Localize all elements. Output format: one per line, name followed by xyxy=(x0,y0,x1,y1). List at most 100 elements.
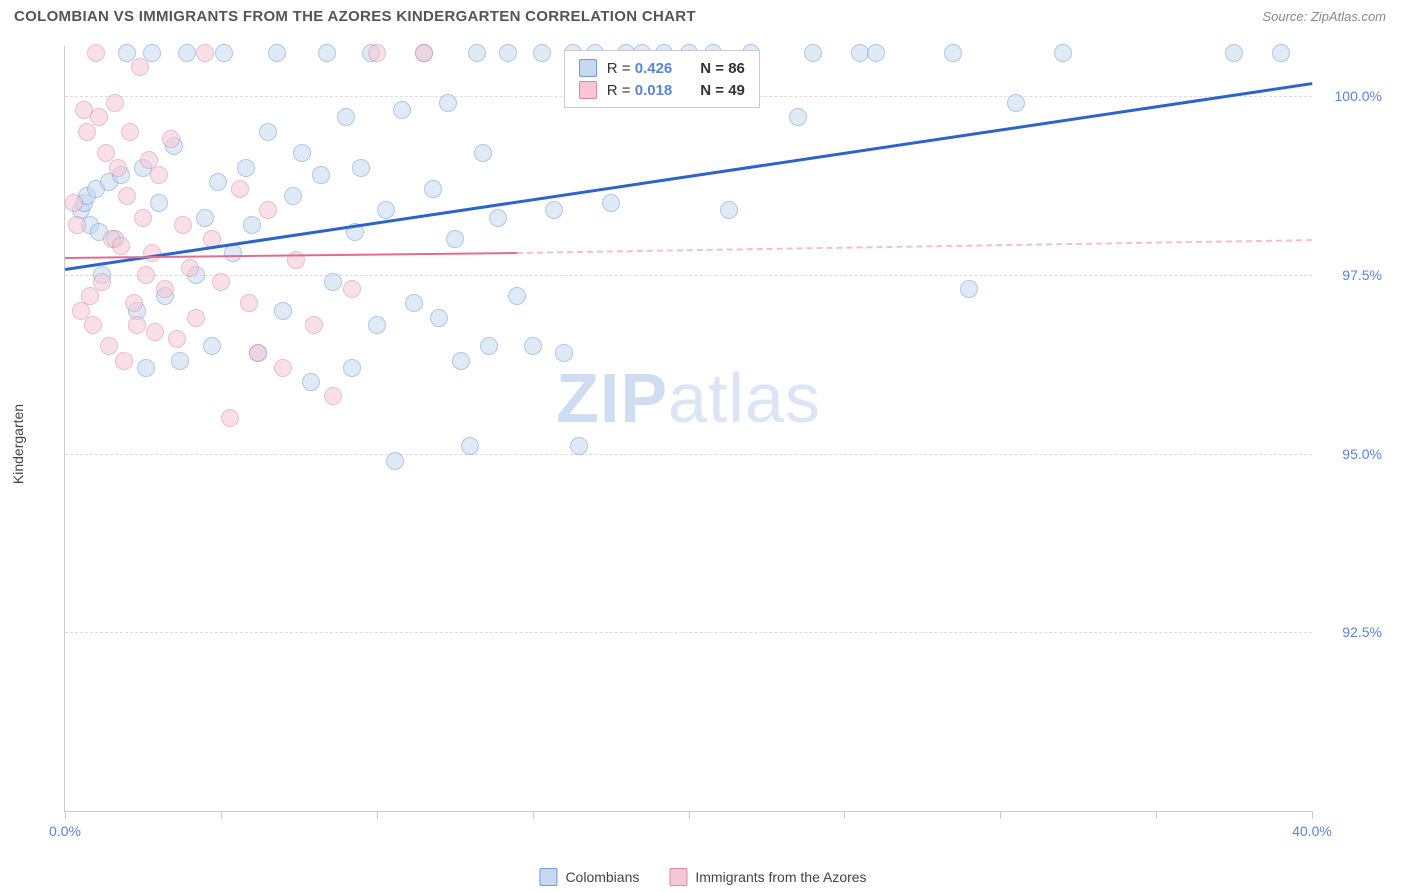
data-point xyxy=(68,216,86,234)
stat-n-label: N = 86 xyxy=(700,60,745,77)
data-point xyxy=(243,216,261,234)
ytick-label: 97.5% xyxy=(1322,267,1382,283)
data-point xyxy=(555,344,573,362)
stat-r-label: R = 0.018 xyxy=(607,82,672,99)
legend-label: Colombians xyxy=(565,869,639,885)
data-point xyxy=(156,280,174,298)
data-point xyxy=(424,180,442,198)
data-point xyxy=(343,280,361,298)
data-point xyxy=(789,108,807,126)
data-point xyxy=(368,316,386,334)
data-point xyxy=(439,94,457,112)
data-point xyxy=(150,166,168,184)
watermark: ZIPatlas xyxy=(556,358,821,438)
data-point xyxy=(405,294,423,312)
data-point xyxy=(115,352,133,370)
data-point xyxy=(137,266,155,284)
data-point xyxy=(804,44,822,62)
data-point xyxy=(468,44,486,62)
data-point xyxy=(224,244,242,262)
data-point xyxy=(533,44,551,62)
stats-legend: R = 0.426N = 86 R = 0.018 N = 49 xyxy=(564,50,760,108)
xtick xyxy=(1000,811,1001,819)
data-point xyxy=(960,280,978,298)
data-point xyxy=(489,209,507,227)
chart-source: Source: ZipAtlas.com xyxy=(1262,9,1386,24)
data-point xyxy=(174,216,192,234)
data-point xyxy=(249,344,267,362)
stats-legend-row: R = 0.426N = 86 xyxy=(579,57,745,79)
data-point xyxy=(209,173,227,191)
data-point xyxy=(1225,44,1243,62)
data-point xyxy=(78,123,96,141)
legend-swatch xyxy=(579,81,597,99)
data-point xyxy=(480,337,498,355)
data-point xyxy=(125,294,143,312)
chart-container: Kindergarten ZIPatlas 92.5%95.0%97.5%100… xyxy=(14,36,1392,852)
legend-item-colombians: Colombians xyxy=(539,868,639,886)
data-point xyxy=(259,201,277,219)
ytick-label: 100.0% xyxy=(1322,88,1382,104)
data-point xyxy=(274,359,292,377)
data-point xyxy=(196,44,214,62)
data-point xyxy=(268,44,286,62)
data-point xyxy=(324,273,342,291)
trend-line xyxy=(517,239,1312,254)
data-point xyxy=(137,359,155,377)
data-point xyxy=(109,159,127,177)
data-point xyxy=(134,209,152,227)
data-point xyxy=(452,352,470,370)
data-point xyxy=(1054,44,1072,62)
gridline xyxy=(65,632,1312,633)
data-point xyxy=(570,437,588,455)
data-point xyxy=(171,352,189,370)
data-point xyxy=(181,259,199,277)
legend-label: Immigrants from the Azores xyxy=(695,869,866,885)
data-point xyxy=(90,108,108,126)
data-point xyxy=(212,273,230,291)
data-point xyxy=(65,194,83,212)
bottom-legend: Colombians Immigrants from the Azores xyxy=(539,868,866,886)
plot-area: ZIPatlas 92.5%95.0%97.5%100.0%0.0%40.0%R… xyxy=(64,46,1312,812)
data-point xyxy=(867,44,885,62)
data-point xyxy=(121,123,139,141)
data-point xyxy=(284,187,302,205)
data-point xyxy=(944,44,962,62)
data-point xyxy=(415,44,433,62)
data-point xyxy=(377,201,395,219)
data-point xyxy=(196,209,214,227)
xtick xyxy=(533,811,534,819)
data-point xyxy=(545,201,563,219)
data-point xyxy=(430,309,448,327)
data-point xyxy=(215,44,233,62)
data-point xyxy=(337,108,355,126)
data-point xyxy=(128,316,146,334)
data-point xyxy=(100,337,118,355)
xtick xyxy=(1156,811,1157,819)
data-point xyxy=(352,159,370,177)
data-point xyxy=(312,166,330,184)
xtick xyxy=(689,811,690,819)
xtick xyxy=(844,811,845,819)
chart-header: COLOMBIAN VS IMMIGRANTS FROM THE AZORES … xyxy=(0,0,1406,31)
data-point xyxy=(118,187,136,205)
ytick-label: 92.5% xyxy=(1322,624,1382,640)
xtick xyxy=(1312,811,1313,819)
data-point xyxy=(237,159,255,177)
data-point xyxy=(112,237,130,255)
data-point xyxy=(324,387,342,405)
legend-item-azores: Immigrants from the Azores xyxy=(669,868,866,886)
data-point xyxy=(87,44,105,62)
data-point xyxy=(368,44,386,62)
data-point xyxy=(474,144,492,162)
data-point xyxy=(274,302,292,320)
data-point xyxy=(720,201,738,219)
data-point xyxy=(168,330,186,348)
xtick-label: 0.0% xyxy=(49,823,81,839)
stat-n-label: N = 49 xyxy=(700,82,745,99)
chart-title: COLOMBIAN VS IMMIGRANTS FROM THE AZORES … xyxy=(14,8,696,25)
watermark-zip: ZIP xyxy=(556,359,668,437)
data-point xyxy=(143,44,161,62)
data-point xyxy=(259,123,277,141)
data-point xyxy=(343,359,361,377)
